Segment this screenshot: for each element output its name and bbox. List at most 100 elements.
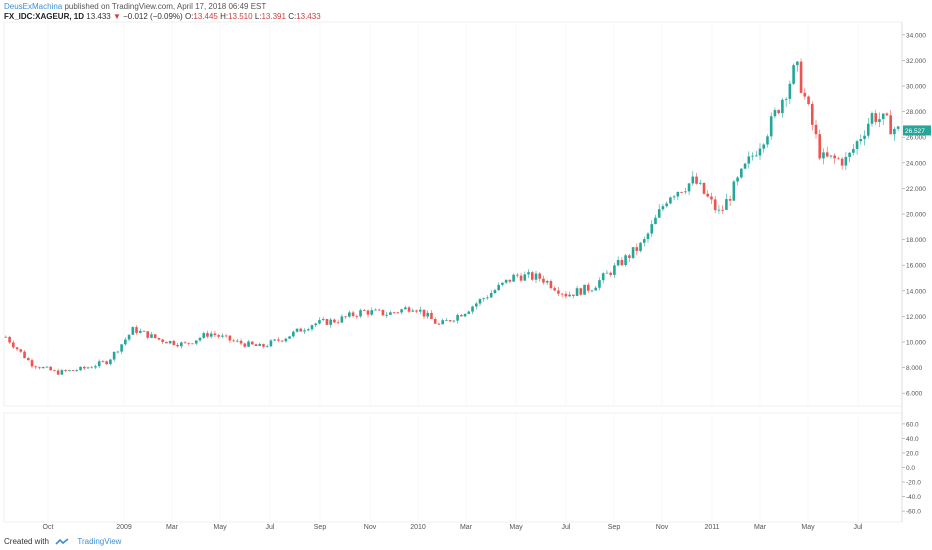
candle-body xyxy=(766,136,769,145)
candle-body xyxy=(601,273,605,281)
candle-body xyxy=(120,344,123,352)
candle-body xyxy=(157,338,161,340)
osc-tick-label: -60.0 xyxy=(906,509,921,516)
candle-body xyxy=(329,319,332,325)
candle-body xyxy=(896,126,900,129)
y-tick-label: 22.000 xyxy=(906,186,926,193)
candle-body xyxy=(829,155,833,157)
candle-body xyxy=(280,340,284,342)
candle-body xyxy=(508,279,512,282)
chart-header: DeusExMachina published on TradingView.c… xyxy=(4,2,266,12)
candle-body xyxy=(691,176,695,184)
candle-body xyxy=(482,298,486,300)
candle-body xyxy=(303,330,306,332)
candle-body xyxy=(75,370,79,371)
candle-body xyxy=(284,338,288,342)
y-tick-label: 10.000 xyxy=(906,340,926,347)
candle-body xyxy=(687,183,691,192)
candle-body xyxy=(769,116,773,137)
candle-body xyxy=(893,128,896,135)
candle-body xyxy=(277,339,280,341)
x-tick-label: May xyxy=(213,524,227,531)
x-tick-label: 2009 xyxy=(116,524,132,531)
candle-body xyxy=(698,182,702,184)
candle-body xyxy=(870,113,874,124)
author-link[interactable]: DeusExMachina xyxy=(4,2,63,11)
high-value: 13.510 xyxy=(228,12,253,21)
candle-body xyxy=(553,288,556,291)
candle-body xyxy=(471,306,474,312)
candle-body xyxy=(594,287,598,291)
candle-body xyxy=(545,281,549,283)
candle-body xyxy=(153,334,157,339)
candle-body xyxy=(803,92,807,97)
x-tick-label: Nov xyxy=(656,524,669,531)
candle-body xyxy=(754,155,758,157)
candle-body xyxy=(777,110,780,114)
candle-body xyxy=(318,320,321,324)
candle-body xyxy=(64,370,67,371)
symbol-label[interactable]: FX_IDC:XAGEUR, 1D xyxy=(4,12,85,21)
candle-body xyxy=(859,139,863,142)
candle-body xyxy=(161,339,164,342)
candle-body xyxy=(265,346,269,348)
y-tick-label: 30.000 xyxy=(906,84,926,91)
candle-body xyxy=(45,366,49,368)
candle-body xyxy=(348,312,351,317)
oscillator-pane xyxy=(3,412,903,523)
candle-body xyxy=(672,196,676,198)
price-tag-label: 26.527 xyxy=(905,128,925,135)
open-label: O: xyxy=(184,12,194,21)
candle-body xyxy=(639,242,642,251)
candle-body xyxy=(191,343,194,345)
candle-body xyxy=(463,313,467,317)
candle-body xyxy=(441,320,444,325)
candle-body xyxy=(336,322,340,324)
candle-body xyxy=(23,351,26,359)
candle-body xyxy=(669,197,672,204)
candle-body xyxy=(53,370,56,372)
candle-body xyxy=(269,340,273,347)
published-text: published on TradingView.com, April 17, … xyxy=(64,2,267,11)
candle-body xyxy=(855,141,859,149)
candle-body xyxy=(650,224,654,234)
candle-body xyxy=(340,316,344,323)
candle-body xyxy=(646,233,650,240)
y-tick-label: 20.000 xyxy=(906,212,926,219)
candle-body xyxy=(165,341,168,344)
candle-body xyxy=(422,309,426,317)
candle-body xyxy=(292,331,295,337)
symbol-bar: FX_IDC:XAGEUR, 1D 13.433 ▼ −0.012 (−0.09… xyxy=(4,12,321,22)
y-tick-label: 26.000 xyxy=(906,135,926,142)
candle-body xyxy=(15,347,19,350)
candle-body xyxy=(478,299,482,304)
candle-body xyxy=(460,314,463,317)
candle-body xyxy=(82,366,86,369)
y-tick-label: 8.000 xyxy=(906,365,923,372)
candle-body xyxy=(497,284,500,291)
candle-body xyxy=(885,113,889,116)
osc-tick-label: 60.0 xyxy=(906,421,919,428)
candle-body xyxy=(404,307,407,310)
candle-body xyxy=(344,316,347,318)
x-tick-label: Nov xyxy=(364,524,377,531)
candle-body xyxy=(564,293,568,297)
candle-body xyxy=(180,342,183,347)
candles-layer xyxy=(4,58,900,376)
candle-body xyxy=(796,61,799,66)
candle-body xyxy=(572,294,575,296)
candle-body xyxy=(131,327,135,335)
close-label: C: xyxy=(288,12,297,21)
close-value: 13.433 xyxy=(296,12,321,21)
candle-body xyxy=(377,309,381,311)
osc-tick-label: -40.0 xyxy=(906,494,921,501)
candle-body xyxy=(501,282,504,285)
candle-body xyxy=(792,65,795,84)
candle-body xyxy=(90,367,94,369)
candle-body xyxy=(717,209,721,211)
tradingview-brand[interactable]: TradingView xyxy=(77,537,122,546)
candle-body xyxy=(613,265,616,275)
candle-body xyxy=(743,163,747,169)
candle-body xyxy=(355,315,359,317)
